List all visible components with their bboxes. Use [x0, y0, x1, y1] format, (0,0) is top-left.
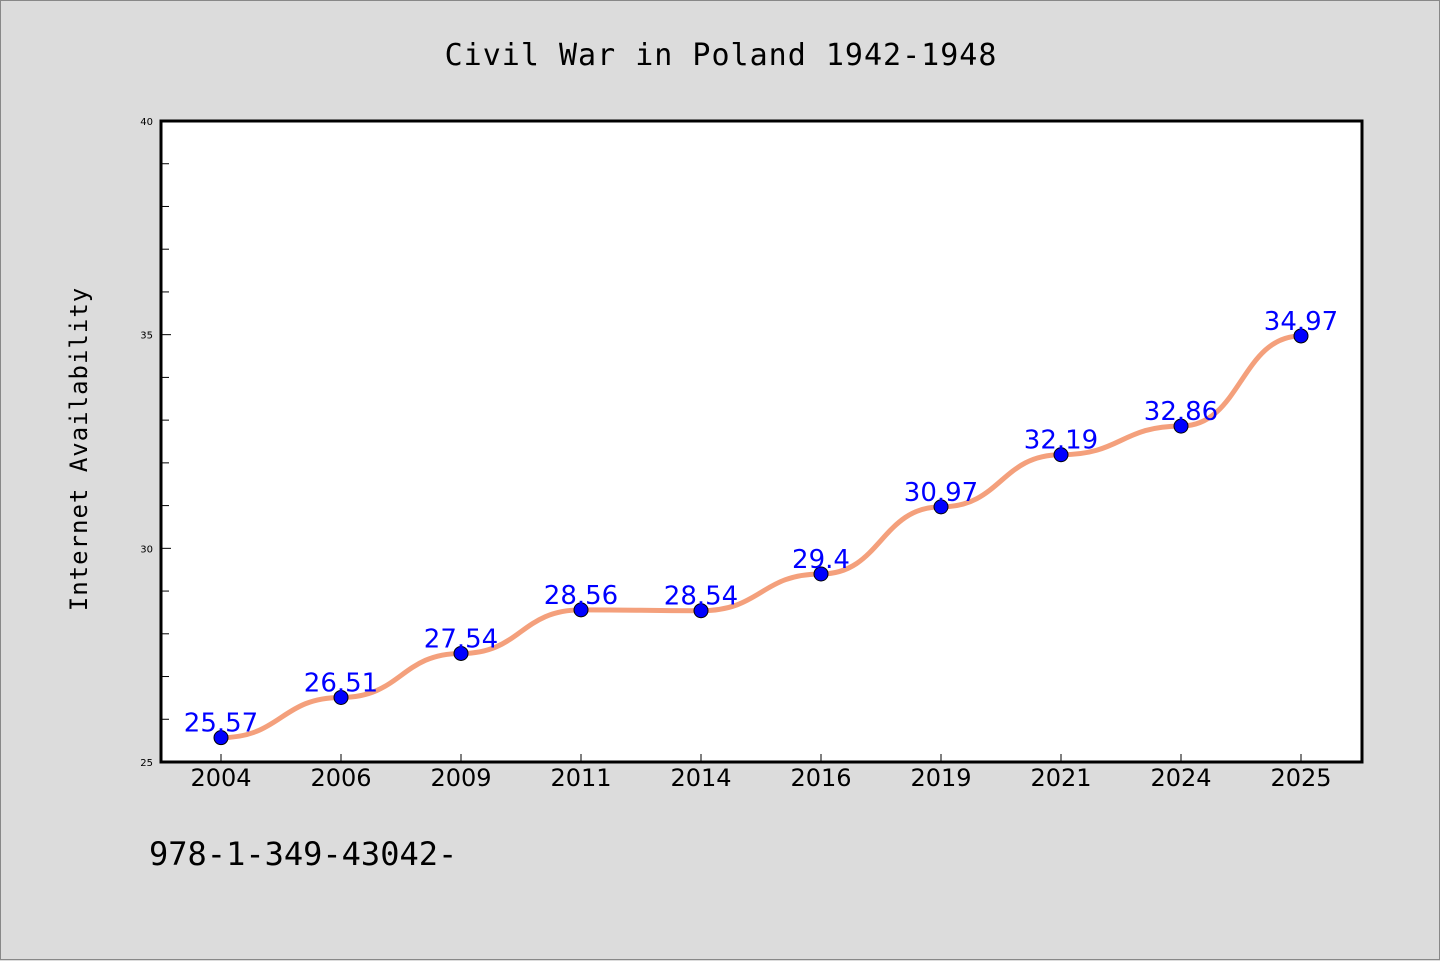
data-point — [453, 645, 469, 661]
x-tick-label: 2019 — [910, 764, 971, 792]
data-label: 32.86 — [1144, 397, 1218, 427]
data-label: 28.56 — [544, 581, 618, 611]
data-point — [1053, 447, 1069, 463]
x-tick-label: 2011 — [550, 764, 611, 792]
data-point — [213, 730, 229, 746]
y-axis: 25 30 35 40 — [140, 117, 171, 769]
x-tick-label: 2014 — [670, 764, 731, 792]
data-label: 27.54 — [424, 624, 498, 654]
x-tick-label: 2004 — [190, 764, 251, 792]
x-tick-label: 2025 — [1270, 764, 1331, 792]
data-point — [573, 602, 589, 618]
data-point — [693, 603, 709, 619]
x-tick-label: 2021 — [1030, 764, 1091, 792]
data-label: 30.97 — [904, 478, 978, 508]
series-line-group — [213, 328, 1309, 746]
x-tick-label: 2024 — [1150, 764, 1211, 792]
data-point — [333, 689, 349, 705]
data-label: 29.4 — [792, 545, 850, 575]
y-tick-label: 35 — [140, 331, 153, 342]
plot-area — [159, 119, 1364, 764]
data-label: 28.54 — [664, 582, 738, 612]
footer-text: 978-1-349-43042- — [149, 835, 457, 873]
y-axis-label: Internet Availability — [65, 287, 93, 611]
data-label: 32.19 — [1024, 426, 1098, 456]
data-label: 26.51 — [304, 668, 378, 698]
data-labels: 25.57 26.51 27.54 28.56 28.54 29.4 30.97 32.19 3… — [184, 307, 1338, 739]
x-tick-label: 2006 — [310, 764, 371, 792]
data-point — [933, 499, 949, 515]
data-label: 34.97 — [1264, 307, 1338, 337]
chart-title: Civil War in Poland 1942-1948 — [445, 38, 998, 73]
y-tick-label: 30 — [140, 544, 153, 555]
x-axis: 2004 2006 2009 2011 2014 2016 2019 2021 2024 2025 — [190, 754, 1332, 792]
x-tick-label: 2016 — [790, 764, 851, 792]
data-label: 25.57 — [184, 709, 258, 739]
data-point — [813, 566, 829, 582]
y-tick-label: 25 — [140, 758, 153, 769]
data-point — [1293, 328, 1309, 344]
y-tick-label: 40 — [140, 117, 153, 128]
data-point — [1173, 418, 1189, 434]
x-tick-label: 2009 — [430, 764, 491, 792]
series-line — [218, 333, 1304, 741]
